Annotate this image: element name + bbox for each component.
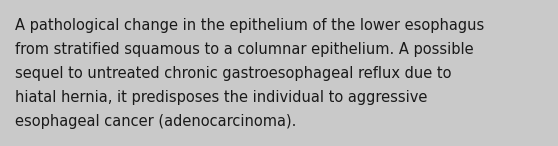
Text: esophageal cancer (adenocarcinoma).: esophageal cancer (adenocarcinoma).: [15, 114, 296, 129]
Text: hiatal hernia, it predisposes the individual to aggressive: hiatal hernia, it predisposes the indivi…: [15, 90, 427, 105]
Text: from stratified squamous to a columnar epithelium. A possible: from stratified squamous to a columnar e…: [15, 42, 474, 57]
Text: A pathological change in the epithelium of the lower esophagus: A pathological change in the epithelium …: [15, 18, 484, 33]
Text: sequel to untreated chronic gastroesophageal reflux due to: sequel to untreated chronic gastroesopha…: [15, 66, 451, 81]
